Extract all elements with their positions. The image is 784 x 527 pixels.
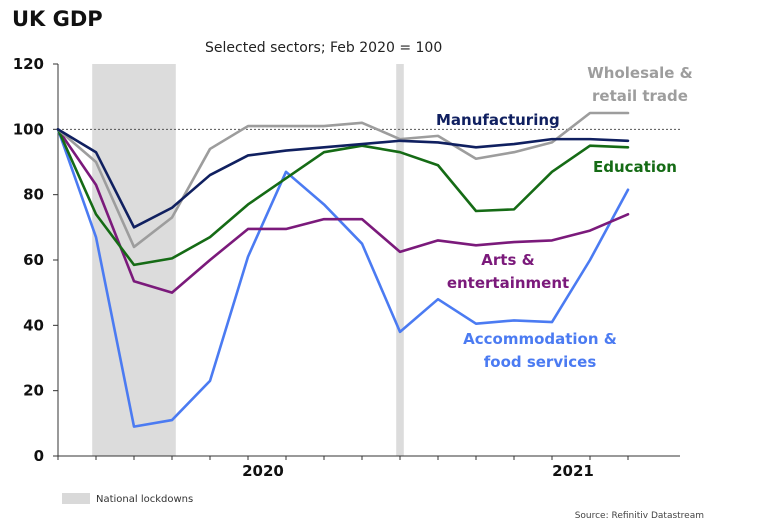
series-line-manufacturing — [56, 128, 630, 229]
label-manufacturing: Manufacturing — [436, 111, 560, 129]
series-line-wholesale-retail-trade — [56, 111, 630, 249]
x-tick-label-2021: 2021 — [552, 462, 594, 480]
y-tick-label: 80 — [23, 186, 44, 204]
y-tick-label: 100 — [13, 120, 44, 138]
y-tick-label: 60 — [23, 251, 44, 269]
label-arts-line1: Arts & — [481, 251, 534, 269]
series-line-accommodation-food-services — [56, 128, 630, 428]
y-tick-label: 0 — [34, 447, 44, 465]
chart-title: UK GDP — [12, 7, 103, 31]
series-line-arts-entertainment — [56, 128, 630, 294]
legend-label: National lockdowns — [96, 494, 193, 505]
y-tick-label: 120 — [13, 55, 44, 73]
legend: National lockdowns — [62, 493, 193, 505]
y-tick-label: 20 — [23, 382, 44, 400]
label-accommodation-line1: Accommodation & — [463, 330, 617, 348]
lockdown-band-2 — [396, 64, 404, 456]
x-axis: 2020 2021 — [57, 455, 680, 480]
label-wholesale-line2: retail trade — [592, 87, 688, 105]
y-tick-label: 40 — [23, 316, 44, 334]
label-arts-line2: entertainment — [447, 274, 569, 292]
series-line-education — [56, 128, 630, 267]
label-education: Education — [593, 158, 677, 176]
label-accommodation-line2: food services — [484, 353, 597, 371]
y-axis: 0 20 40 60 80 100 120 — [13, 55, 680, 465]
x-tick-label-2020: 2020 — [242, 462, 284, 480]
series-labels: Wholesale & retail trade Manufacturing E… — [436, 64, 693, 371]
chart-subtitle: Selected sectors; Feb 2020 = 100 — [205, 40, 442, 56]
legend-swatch — [62, 493, 90, 504]
series-lines — [56, 111, 630, 428]
label-wholesale-line1: Wholesale & — [587, 64, 693, 82]
source-note: Source: Refinitiv Datastream — [575, 511, 704, 521]
